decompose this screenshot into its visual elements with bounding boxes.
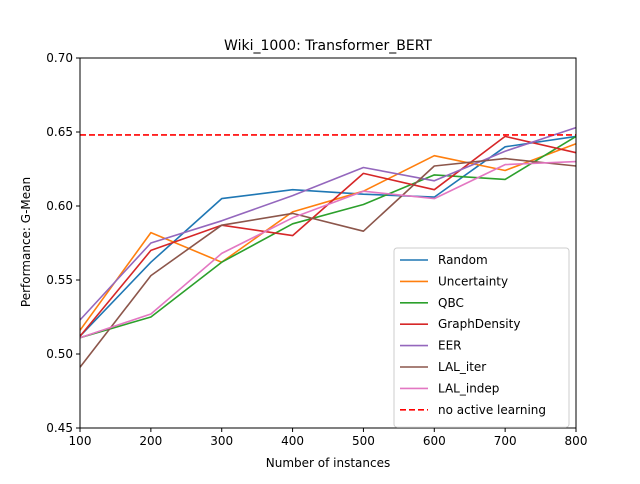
x-tick-label: 700 bbox=[494, 434, 517, 448]
series-line-uncertainty bbox=[79, 143, 577, 331]
legend-label: QBC bbox=[438, 296, 464, 310]
x-tick-label: 300 bbox=[210, 434, 233, 448]
y-tick-label: 0.65 bbox=[46, 125, 73, 139]
series-lines bbox=[79, 126, 577, 368]
legend-label: Random bbox=[438, 253, 488, 267]
legend-label: EER bbox=[438, 339, 462, 353]
legend: Random Uncertainty QBC GraphDensity EER LAL_i… bbox=[393, 247, 570, 428]
y-axis-label: Performance: G-Mean bbox=[19, 177, 33, 307]
series-line-eer bbox=[79, 126, 577, 321]
x-tick-label: 500 bbox=[352, 434, 375, 448]
legend-box bbox=[393, 247, 570, 428]
plot-frame bbox=[79, 57, 577, 429]
x-tick-label: 200 bbox=[139, 434, 162, 448]
x-tick-label: 600 bbox=[423, 434, 446, 448]
series-line-lal-indep bbox=[79, 160, 577, 339]
legend-label: LAL_indep bbox=[438, 381, 499, 395]
y-tick-label: 0.50 bbox=[46, 347, 73, 361]
legend-label: no active learning bbox=[438, 403, 546, 417]
x-tick-label: 400 bbox=[281, 434, 304, 448]
series-line-lal-iter bbox=[79, 157, 577, 368]
chart-title: Wiki_1000: Transformer_BERT bbox=[224, 38, 432, 54]
y-tick-label: 0.55 bbox=[46, 273, 73, 287]
y-tick-label: 0.45 bbox=[46, 421, 73, 435]
series-line-random bbox=[79, 135, 577, 337]
y-tick-label: 0.60 bbox=[46, 199, 73, 213]
legend-label: LAL_iter bbox=[438, 360, 486, 374]
legend-label: Uncertainty bbox=[438, 274, 508, 288]
legend-label: GraphDensity bbox=[438, 317, 520, 331]
x-tick-label: 100 bbox=[69, 434, 92, 448]
y-tick-label: 0.70 bbox=[46, 51, 73, 65]
axis-ticks: 100 200 300 400 500 600 700 800 0.45 0.50 0.55 0.60… bbox=[46, 51, 587, 448]
series-line-qbc bbox=[79, 135, 577, 339]
x-axis-label: Number of instances bbox=[266, 456, 391, 470]
x-tick-label: 800 bbox=[565, 434, 588, 448]
